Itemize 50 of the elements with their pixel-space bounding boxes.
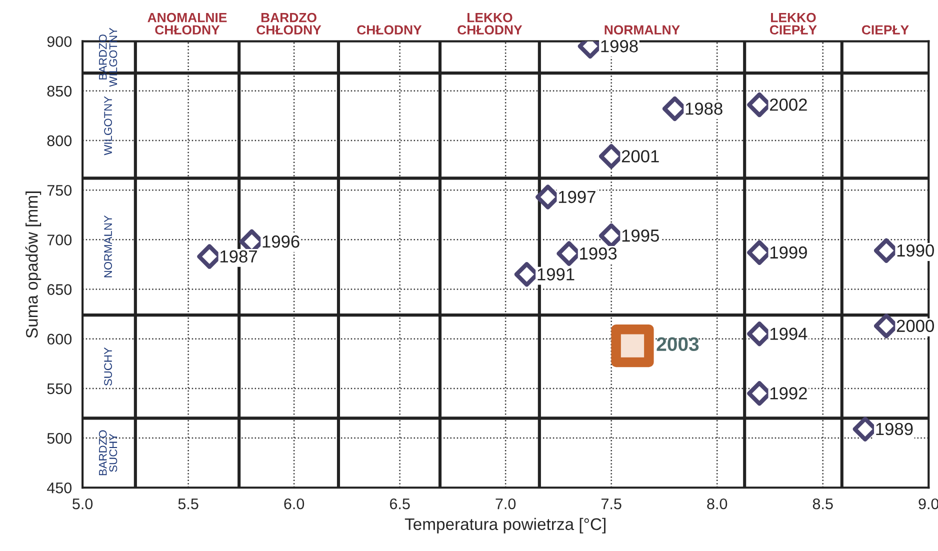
annotation: 1994 bbox=[770, 328, 808, 340]
annotation: 1998 bbox=[601, 40, 638, 52]
y-tick-label: 700 bbox=[47, 234, 72, 246]
text: LEKKO CIEPŁY bbox=[770, 12, 817, 35]
annotation: 1987 bbox=[220, 250, 257, 263]
annotation: 1992 bbox=[770, 387, 807, 400]
y-axis-title: Suma opadów [mm] bbox=[25, 192, 42, 338]
x-tick-label: 8.5 bbox=[812, 498, 833, 510]
annotation: BARDZO WILGOTNY bbox=[98, 28, 118, 87]
y-tick-label: 850 bbox=[47, 86, 72, 97]
annotation: 1993 bbox=[580, 247, 617, 260]
annotation: 1995 bbox=[622, 229, 659, 242]
y-tick-label: 600 bbox=[47, 334, 72, 345]
text: ANOMALNIE CHŁODNY bbox=[148, 12, 227, 35]
annotation: SUCHY bbox=[104, 347, 112, 386]
text: NORMALNY bbox=[604, 25, 680, 35]
annotation: BARDZO SUCHY bbox=[98, 430, 118, 476]
text: LEKKO CHŁODNY bbox=[458, 12, 522, 35]
x-tick-label: 6.5 bbox=[390, 498, 410, 510]
text: CHŁODNY bbox=[357, 25, 422, 35]
annotation: 1999 bbox=[770, 246, 807, 259]
annotation: 1997 bbox=[558, 190, 596, 204]
x-tick-label: 8.0 bbox=[707, 498, 728, 510]
annotation: 2000 bbox=[896, 320, 934, 332]
annotation: 2001 bbox=[622, 150, 659, 162]
y-tick-label: 900 bbox=[47, 36, 72, 48]
x-tick-label: 7.0 bbox=[496, 498, 516, 510]
annotation: 1991 bbox=[538, 268, 574, 280]
annotation: 1989 bbox=[876, 422, 913, 436]
annotation: 1988 bbox=[686, 102, 722, 115]
x-tick-label: 5.5 bbox=[178, 498, 198, 510]
text: CIEPŁY bbox=[862, 25, 909, 35]
annotation: 2003 bbox=[656, 337, 699, 352]
x-tick-label: 6.0 bbox=[284, 498, 304, 510]
text: BARDZO CHŁODNY bbox=[256, 12, 322, 35]
x-tick-label: 7.5 bbox=[602, 498, 622, 510]
x-tick-label: 5.0 bbox=[72, 498, 93, 510]
annotation: WILGOTNY bbox=[104, 96, 112, 156]
y-tick-label: 450 bbox=[46, 482, 72, 494]
x-axis-title: Temperatura powietrza [°C] bbox=[404, 518, 606, 534]
y-tick-label: 550 bbox=[47, 383, 72, 394]
y-tick-label: 750 bbox=[47, 184, 72, 196]
y-tick-label: 500 bbox=[47, 432, 72, 444]
annotation: 2002 bbox=[770, 98, 807, 111]
y-tick-label: 650 bbox=[47, 284, 72, 295]
annotation: NORMALNY bbox=[104, 215, 112, 278]
y-tick-label: 800 bbox=[47, 135, 72, 146]
annotation: 1990 bbox=[897, 244, 934, 257]
annotation: 1996 bbox=[262, 235, 300, 248]
point bbox=[611, 324, 654, 368]
